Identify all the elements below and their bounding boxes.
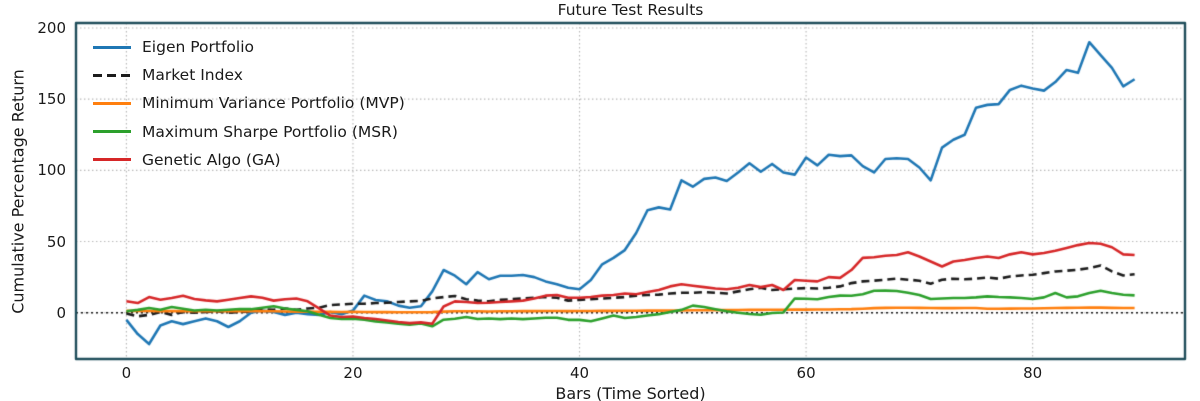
legend-label: Maximum Sharpe Portfolio (MSR)	[142, 122, 398, 141]
legend-line-icon	[93, 45, 131, 49]
y-tick-label: 200	[37, 18, 66, 37]
legend-item: Minimum Variance Portfolio (MVP)	[93, 89, 405, 117]
legend-label: Market Index	[142, 66, 243, 85]
legend-label: Genetic Algo (GA)	[142, 150, 281, 169]
legend-item: Eigen Portfolio	[93, 33, 405, 61]
legend-item: Genetic Algo (GA)	[93, 146, 405, 174]
y-tick-label: 100	[37, 161, 66, 180]
x-tick-label: 40	[569, 364, 590, 382]
legend-line-icon	[93, 158, 131, 162]
x-axis-label: Bars (Time Sorted)	[555, 384, 706, 401]
y-tick-label: 150	[37, 90, 66, 109]
legend-label: Eigen Portfolio	[142, 38, 254, 57]
y-tick-label: 0	[56, 303, 66, 322]
y-tick-label: 50	[46, 232, 66, 251]
legend-item: Market Index	[93, 61, 405, 89]
legend-line-icon	[93, 101, 131, 106]
legend-item: Maximum Sharpe Portfolio (MSR)	[93, 118, 405, 146]
x-tick-label: 80	[1023, 364, 1043, 382]
legend-line-icon	[93, 130, 131, 134]
legend-label: Minimum Variance Portfolio (MVP)	[142, 94, 405, 113]
legend: Eigen Portfolio Market Index Minimum Varia…	[93, 33, 405, 174]
chart-title: Future Test Results	[557, 1, 704, 19]
legend-line-icon	[93, 73, 131, 77]
x-tick-label: 0	[121, 364, 132, 382]
x-tick-label: 60	[796, 364, 816, 382]
x-tick-label: 20	[343, 364, 363, 382]
